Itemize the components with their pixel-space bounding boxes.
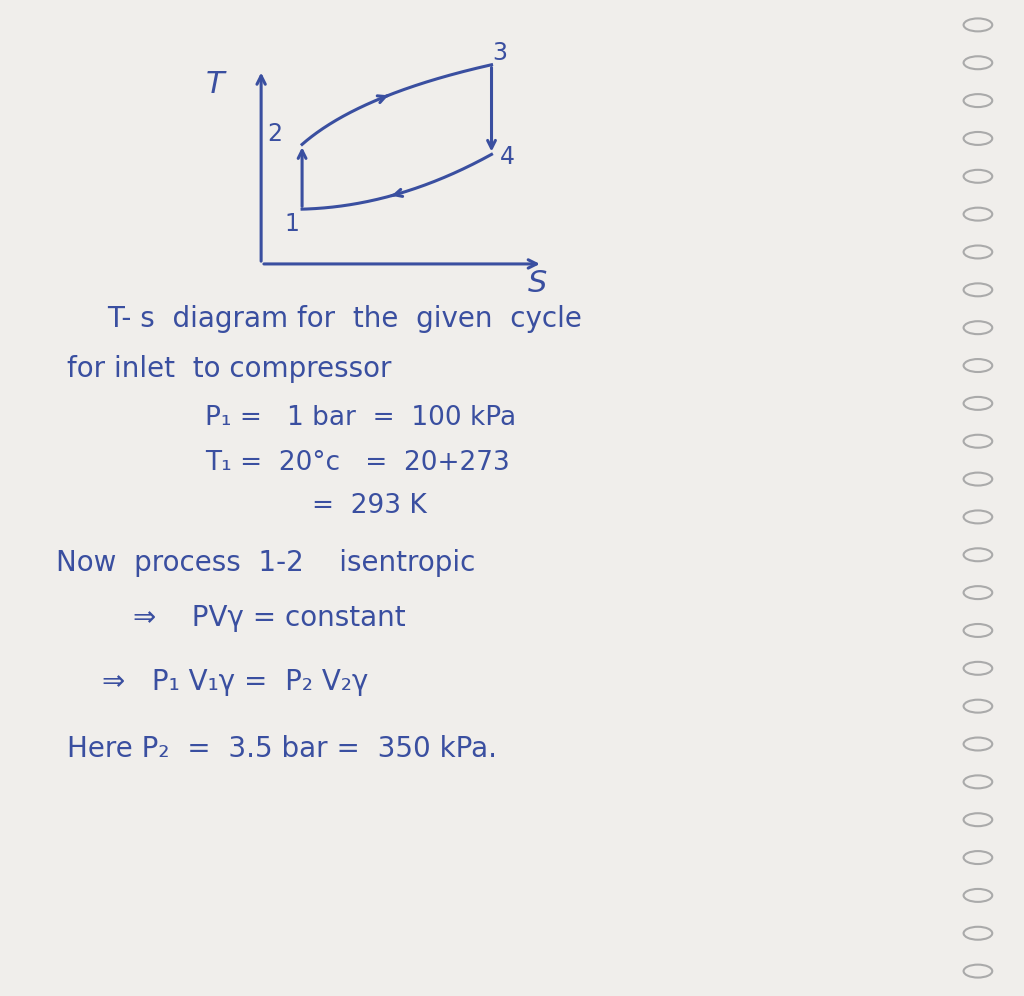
Text: Here P₂  =  3.5 bar =  350 kPa.: Here P₂ = 3.5 bar = 350 kPa. <box>67 735 497 763</box>
Text: 3: 3 <box>493 41 507 65</box>
Text: T- s  diagram for  the  given  cycle: T- s diagram for the given cycle <box>108 305 583 333</box>
Text: S: S <box>528 269 547 299</box>
Text: P₁ =   1 bar  =  100 kPa: P₁ = 1 bar = 100 kPa <box>205 405 516 431</box>
Text: 4: 4 <box>500 145 514 169</box>
Text: T: T <box>206 70 224 100</box>
Text: ⇒   P₁ V₁γ =  P₂ V₂γ: ⇒ P₁ V₁γ = P₂ V₂γ <box>102 668 369 696</box>
Text: 2: 2 <box>267 123 282 146</box>
Text: ⇒    PVγ = constant: ⇒ PVγ = constant <box>133 604 406 631</box>
Text: =  293 K: = 293 K <box>312 493 427 519</box>
Text: for inlet  to compressor: for inlet to compressor <box>67 355 391 382</box>
Text: 1: 1 <box>285 212 299 236</box>
Text: Now  process  1-2    isentropic: Now process 1-2 isentropic <box>56 549 476 577</box>
Text: T₁ =  20°c   =  20+273: T₁ = 20°c = 20+273 <box>205 450 510 476</box>
